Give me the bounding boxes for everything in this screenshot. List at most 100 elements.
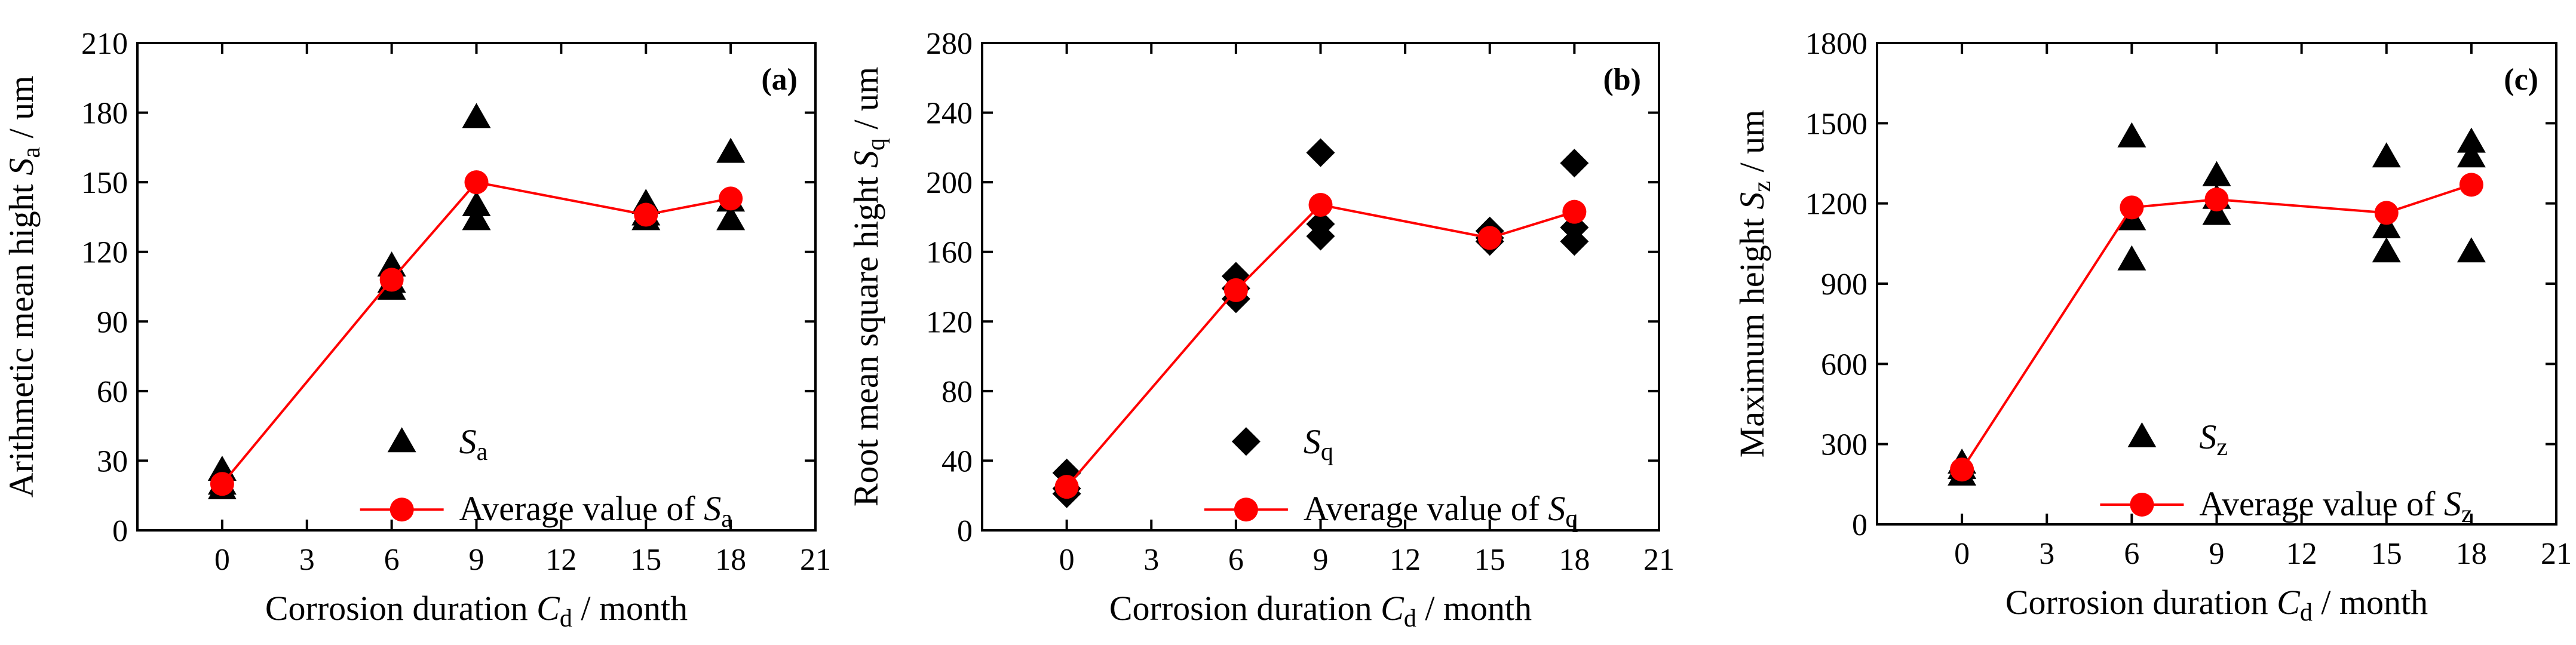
legend-average-symbol: S xyxy=(2444,484,2461,523)
x-tick-label: 21 xyxy=(1643,543,1675,577)
legend-average-text: Average value of xyxy=(1304,489,1548,528)
measured-point xyxy=(2117,245,2146,271)
measured-point xyxy=(2202,161,2231,186)
x-axis-title-symbol: C xyxy=(536,589,560,628)
measured-point xyxy=(716,137,746,163)
y-tick-label: 900 xyxy=(1821,268,1867,302)
average-point xyxy=(634,202,658,227)
legend-measured-label: Sa xyxy=(459,422,488,466)
y-tick-label: 1500 xyxy=(1805,107,1867,141)
legend-measured-symbol: S xyxy=(2199,417,2216,456)
panel-label: (a) xyxy=(761,63,798,97)
legend-measured-symbol: S xyxy=(1304,422,1321,461)
y-tick-label: 200 xyxy=(926,166,973,200)
x-tick-label: 18 xyxy=(2456,537,2487,571)
y-tick-label: 0 xyxy=(1852,508,1867,542)
y-axis-title-text: Root mean square hight xyxy=(847,168,885,506)
x-tick-label: 3 xyxy=(299,543,315,577)
legend-measured-subscript: q xyxy=(1321,438,1333,466)
y-axis-title: Maximum height Sz / um xyxy=(1732,110,1776,458)
x-tick-label: 9 xyxy=(1313,543,1329,577)
y-tick-label: 80 xyxy=(942,375,973,409)
average-point xyxy=(464,170,489,195)
y-tick-label: 1200 xyxy=(1805,188,1867,222)
average-point xyxy=(1308,193,1333,217)
chart-a-svg: 0 3 6 9 12 15 18 210306090120150180210Corrosion… xyxy=(2,27,831,632)
measured-point xyxy=(462,191,491,216)
measured-point xyxy=(462,205,491,231)
y-tick-label: 210 xyxy=(81,27,128,61)
panel-label: (c) xyxy=(2504,63,2538,97)
y-axis-title-unit: / um xyxy=(1732,110,1771,181)
average-point xyxy=(379,268,404,292)
x-axis-title-subscript: d xyxy=(1404,605,1416,632)
measured-point xyxy=(2457,142,2486,168)
x-tick-label: 0 xyxy=(1059,543,1075,577)
average-point xyxy=(210,472,234,496)
x-tick-label: 0 xyxy=(214,543,230,577)
y-tick-label: 160 xyxy=(926,236,973,270)
x-tick-label: 9 xyxy=(469,543,484,577)
legend-average-marker xyxy=(2130,492,2154,517)
average-point xyxy=(2374,201,2399,225)
chart-panel-b: 0 3 6 9 12 15 18 21 0 40 80 120 160 200 240 280 Corrosio… xyxy=(844,0,1687,645)
legend-measured-marker xyxy=(387,427,416,453)
x-axis-title: Corrosion duration Cd / month xyxy=(265,589,688,632)
y-axis-title-subscript: q xyxy=(863,138,890,150)
y-tick-label: 120 xyxy=(81,236,128,270)
y-axis-title: Arithmetic mean hight Sa / um xyxy=(2,76,45,497)
x-tick-label: 18 xyxy=(1559,543,1590,577)
x-tick-label: 12 xyxy=(545,543,576,577)
x-tick-label: 6 xyxy=(1228,543,1244,577)
x-tick-label: 6 xyxy=(2124,537,2139,571)
average-line xyxy=(1961,183,2472,471)
y-tick-label: 60 xyxy=(97,375,128,409)
legend-average-label: Average value of Sa xyxy=(459,489,733,533)
y-tick-label: 120 xyxy=(926,305,973,339)
average-point xyxy=(2459,173,2483,197)
y-tick-label: 0 xyxy=(112,514,128,548)
measured-point xyxy=(2372,213,2401,238)
x-tick-label: 15 xyxy=(2371,537,2402,571)
x-tick-label: 12 xyxy=(2286,537,2317,571)
legend-average-symbol: S xyxy=(704,489,721,528)
y-tick-label: 1800 xyxy=(1805,27,1867,61)
y-axis-title-symbol: S xyxy=(1732,192,1771,210)
x-axis-title-symbol: C xyxy=(1381,589,1404,628)
y-tick-label: 40 xyxy=(942,444,973,478)
legend-average-marker xyxy=(1234,497,1258,522)
x-axis-title-unit: / month xyxy=(1416,589,1532,628)
measured-point xyxy=(2457,127,2486,153)
chart-panel-a: 0 3 6 9 12 15 18 21 0 30 60 90 120 150 180 210 Corrosion… xyxy=(0,0,844,645)
average-point xyxy=(1562,199,1587,224)
y-axis-title-subscript: a xyxy=(18,147,45,158)
average-point xyxy=(2120,195,2144,220)
legend-average-label: Average value of Sz xyxy=(2199,484,2472,528)
y-axis-title-unit: / um xyxy=(2,76,41,147)
average-point xyxy=(1223,278,1248,302)
y-tick-label: 280 xyxy=(926,27,973,61)
y-axis-title: Root mean square hight Sq / um xyxy=(847,67,890,506)
y-tick-label: 180 xyxy=(81,97,128,131)
x-axis-title-subscript: d xyxy=(2300,599,2313,626)
legend-average-text: Average value of xyxy=(2199,484,2444,523)
average-point xyxy=(2204,187,2229,211)
x-tick-label: 15 xyxy=(1474,543,1505,577)
legend-average-label: Average value of Sq xyxy=(1304,489,1578,533)
x-tick-label: 0 xyxy=(1954,537,1970,571)
panel-label: (b) xyxy=(1603,63,1641,97)
x-tick-label: 3 xyxy=(2039,537,2054,571)
x-axis-title: Corrosion duration Cd / month xyxy=(1109,589,1532,632)
legend-measured-subscript: a xyxy=(477,438,488,466)
y-axis-title-text: Maximum height xyxy=(1732,210,1771,458)
x-tick-label: 12 xyxy=(1390,543,1421,577)
chart-b-svg: 0 3 6 9 12 15 18 21 0 40 80 120 160 200 240 280 Corrosio… xyxy=(847,27,1675,632)
y-axis-title-symbol: S xyxy=(2,158,41,176)
legend-average-subscript: a xyxy=(721,505,732,533)
y-tick-label: 300 xyxy=(1821,428,1867,462)
measured-point xyxy=(2372,237,2401,263)
y-tick-label: 30 xyxy=(97,444,128,478)
x-tick-label: 15 xyxy=(630,543,661,577)
x-axis-title-text: Corrosion duration xyxy=(1109,589,1381,628)
legend-measured-marker xyxy=(1231,427,1261,456)
